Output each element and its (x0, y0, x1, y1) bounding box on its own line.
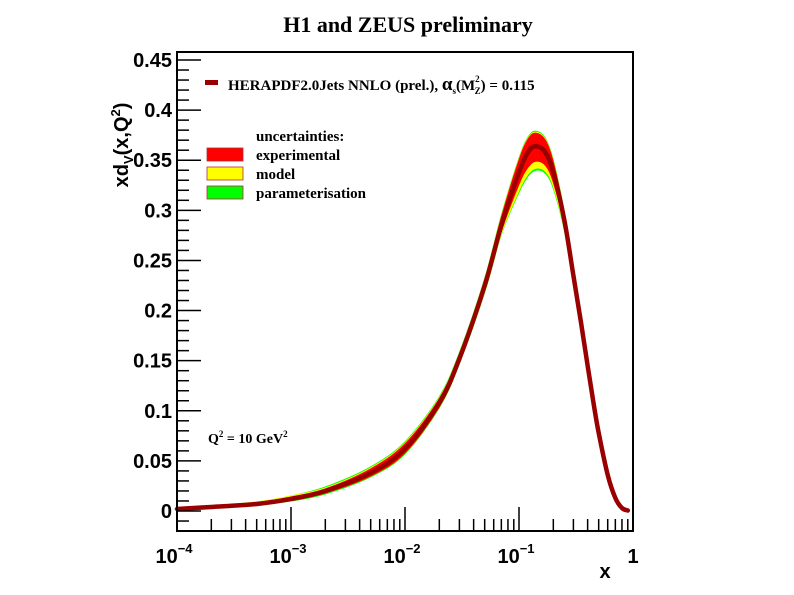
y-label-args: (x,Q (111, 116, 133, 155)
legend-alpha-open: (M (456, 78, 475, 94)
y-tick-label: 0.35 (133, 150, 172, 172)
y-label-sup: 2 (108, 109, 123, 116)
y-label-xd: xd (111, 164, 133, 187)
x-tick-exponent: −4 (178, 541, 194, 556)
x-tick-exponent: −3 (292, 541, 307, 556)
y-axis-label-text: xdV(x,Q2) (108, 103, 136, 188)
legend-alpha-sub: s (452, 86, 456, 96)
q2-sup2: 2 (283, 429, 288, 439)
legend-central-name: HERAPDF2.0Jets NNLO (prel.), (228, 78, 442, 94)
x-tick-base: 1 (627, 546, 638, 568)
legend-central-marker (205, 80, 218, 85)
legend-label-parameterisation: parameterisation (256, 186, 367, 202)
x-tick-label: 10−3 (269, 541, 306, 568)
legend-bands: experimental model parameterisation (206, 147, 367, 202)
x-tick-label: 10−4 (155, 541, 193, 568)
legend-alpha-subz: Z (475, 86, 481, 96)
legend-label-experimental: experimental (256, 148, 340, 164)
y-tick-label: 0 (161, 501, 172, 523)
x-tick-label: 10−1 (497, 541, 534, 568)
legend-swatch-parameterisation (206, 185, 244, 200)
series-line-central (174, 143, 631, 513)
q2-annotation: Q2 = 10 GeV2 (208, 429, 288, 447)
x-axis-label: x (599, 561, 610, 583)
chart-title: H1 and ZEUS preliminary (283, 12, 533, 37)
central-curves (174, 143, 631, 513)
legend-central-label: HERAPDF2.0Jets NNLO (prel.), αs(M2 Z) = 0… (228, 74, 535, 96)
q2-value: = 10 GeV (223, 432, 283, 447)
x-tick-exponent: −2 (406, 541, 421, 556)
legend-swatch-experimental (206, 147, 244, 162)
x-tick-base: 10 (269, 546, 291, 568)
x-tick-label: 1 (627, 546, 638, 568)
y-tick-label: 0.25 (133, 250, 172, 272)
legend-swatch-model (206, 166, 244, 181)
y-label-sub: V (121, 155, 136, 164)
x-tick-exponent: −1 (520, 541, 535, 556)
legend-label-model: model (256, 167, 295, 183)
x-tick-base: 10 (155, 546, 177, 568)
x-axis-ticks: 10−4 10−3 10−2 10−1 1 (155, 507, 639, 568)
q2-prefix: Q (208, 432, 219, 447)
legend-alpha: α (442, 74, 453, 95)
y-axis-label: xdV(x,Q2) (108, 103, 136, 188)
q2-sup1: 2 (219, 429, 224, 439)
y-tick-label: 0.4 (144, 100, 173, 122)
legend-uncertainties-title: uncertainties: (256, 129, 344, 145)
x-tick-label: 10−2 (383, 541, 420, 568)
y-label-close: ) (111, 103, 133, 110)
y-tick-label: 0.45 (133, 50, 172, 72)
legend-alpha-value: ) = 0.115 (481, 78, 535, 94)
y-tick-label: 0.05 (133, 451, 172, 473)
x-tick-base: 10 (383, 546, 405, 568)
legend-alpha-sup: 2 (475, 74, 480, 84)
x-tick-base: 10 (497, 546, 519, 568)
y-tick-label: 0.15 (133, 351, 172, 373)
plot-frame (176, 51, 634, 532)
y-axis-ticks: 0 0.05 0.1 0.15 0.2 0.25 0.3 0.35 0.4 0.45 (133, 50, 201, 523)
y-tick-label: 0.2 (144, 301, 172, 323)
y-tick-label: 0.3 (144, 200, 172, 222)
y-tick-label: 0.1 (144, 401, 172, 423)
